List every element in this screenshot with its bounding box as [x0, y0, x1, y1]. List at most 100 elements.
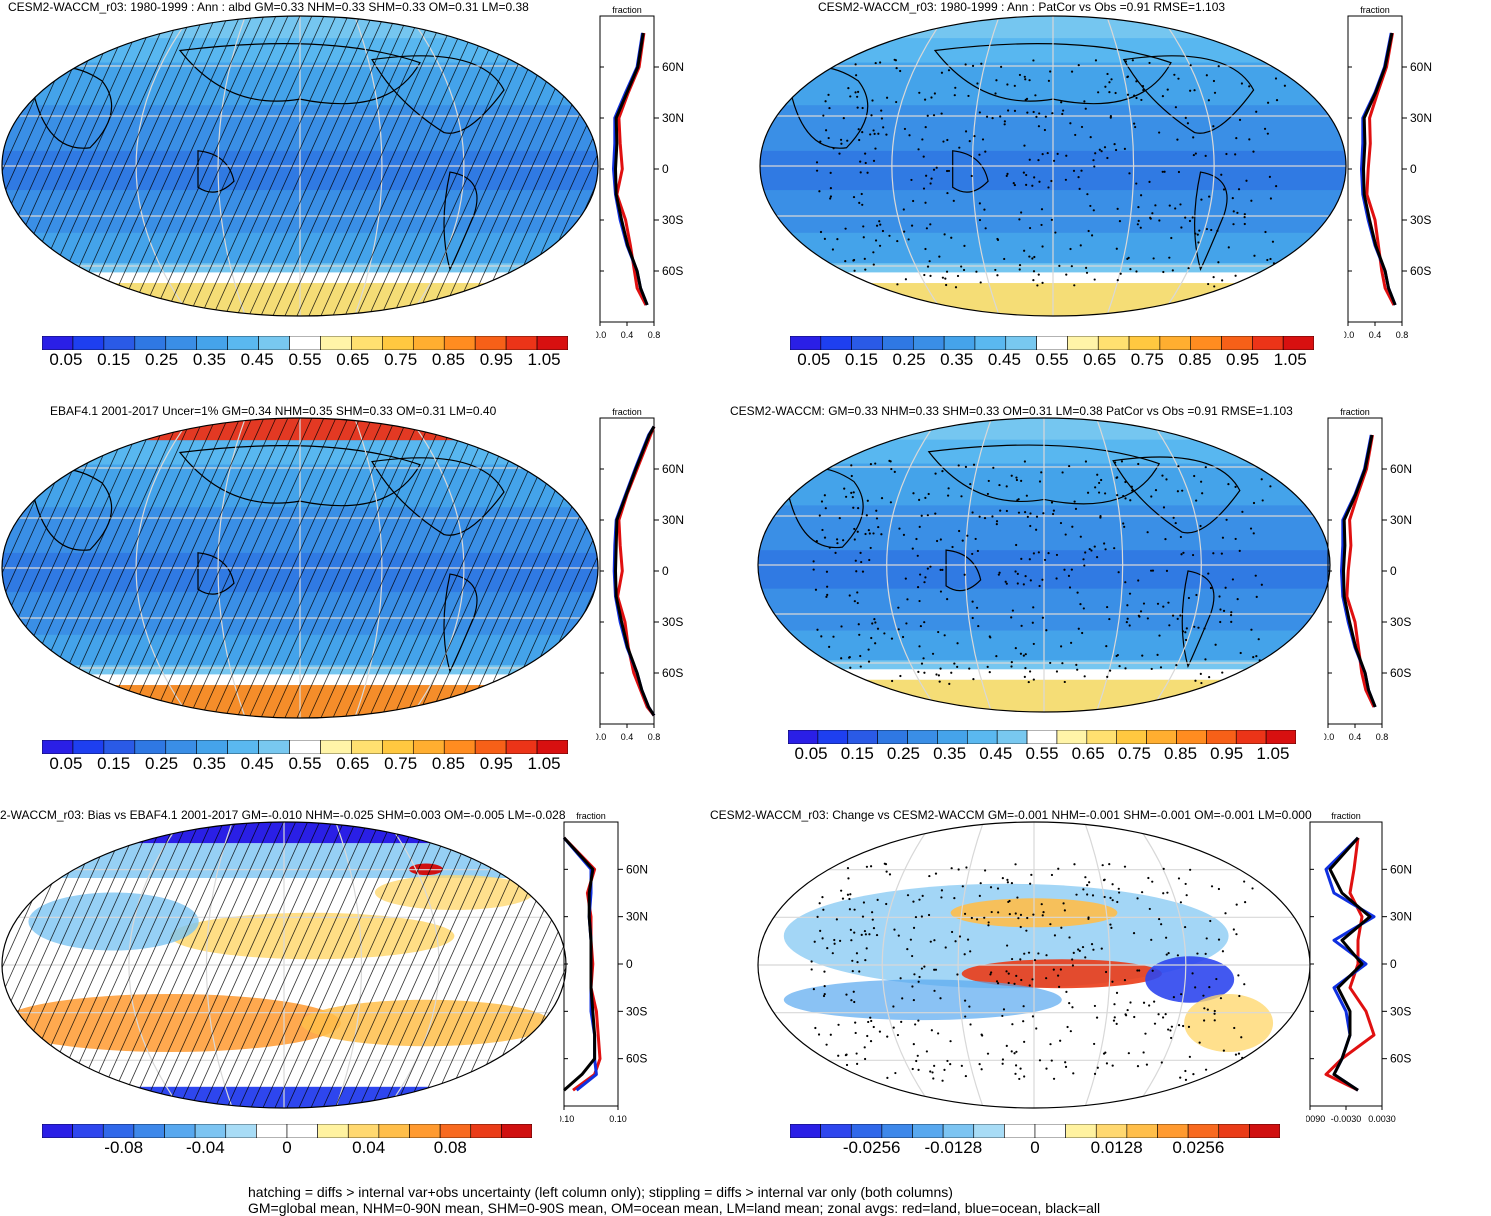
zonal-lat-label: 30N [662, 111, 684, 125]
colorbar-swatch [877, 730, 908, 744]
zonal-xlabel: fraction [612, 407, 642, 417]
colorbar-label: 0.45 [987, 350, 1021, 369]
colorbar-swatch [937, 730, 968, 744]
colorbar-label: 0.45 [240, 350, 274, 369]
colorbar-swatch [258, 336, 290, 350]
colorbar-swatch [165, 336, 198, 350]
colorbar-swatch [258, 740, 290, 754]
zonal-lat-label: 60S [1390, 1052, 1411, 1066]
colorbar-swatch [1095, 1124, 1128, 1138]
colorbar-label: 0.85 [1163, 744, 1198, 763]
zonal-lat-label: 60S [1390, 666, 1411, 680]
colorbar-label: 0.35 [192, 350, 226, 369]
colorbar-swatch [536, 336, 568, 350]
zonal-lat-label: 30S [662, 213, 683, 227]
colorbar-label: 0.25 [886, 744, 920, 763]
colorbar-label: 0.55 [1025, 744, 1059, 763]
zonal-lat-label: 0 [626, 957, 633, 971]
panel-title: CESM2-WACCM_r03: 1980-1999 : Ann : PatCo… [818, 0, 1226, 14]
colorbar-swatch [227, 740, 259, 754]
zonal-lat-label: 30S [626, 1004, 647, 1018]
colorbar-swatch [1005, 336, 1037, 350]
colorbar-swatch [164, 1124, 196, 1138]
colorbar-label: 0.05 [49, 754, 83, 773]
colorbar-label: 0.55 [288, 350, 322, 369]
zonal-lat-label: 0 [1410, 162, 1417, 176]
colorbar-swatch [227, 336, 259, 350]
zonal-lat-label: 60S [1410, 264, 1431, 278]
colorbar-label: 0.25 [144, 754, 179, 773]
colorbar [42, 1124, 532, 1138]
colorbar-swatch [378, 1124, 410, 1138]
colorbar-swatch [1159, 336, 1192, 350]
zonal-lat-label: 30N [1410, 111, 1432, 125]
colorbar-label: 0.25 [892, 350, 926, 369]
colorbar-swatch [256, 1124, 288, 1138]
colorbar-swatch [439, 1124, 472, 1138]
zonal-xlabel: fraction [1340, 407, 1370, 417]
colorbar-label: 0.35 [933, 744, 967, 763]
zonal-x-tick: 0.8 [648, 732, 661, 742]
colorbar-label: 0.08 [433, 1138, 467, 1157]
zonal-x-tick: 0.0030 [1368, 1114, 1396, 1124]
zonal-mean-plot: fraction 60N 30N 0 30S 60S 0.0 0.4 0.8 [596, 407, 684, 742]
colorbar-label: 0.75 [384, 754, 418, 773]
colorbar-swatch [102, 1124, 135, 1138]
colorbar-swatch [1116, 730, 1147, 744]
zonal-x-tick: 0.4 [1349, 732, 1362, 742]
zonal-x-tick: 0.0 [1324, 732, 1334, 742]
colorbar-swatch [1252, 336, 1284, 350]
zonal-x-tick: 0.0 [596, 732, 606, 742]
zonal-line-all [562, 836, 597, 1092]
panel-title: CESM2-WACCM_r03: 1980-1999 : Ann : albd … [8, 0, 529, 14]
zonal-lat-label: 30S [1410, 213, 1431, 227]
colorbar-swatch [72, 740, 105, 754]
zonal-x-tick: 0.10 [609, 1114, 627, 1124]
colorbar-label: 0.65 [1083, 350, 1117, 369]
panel-title: CESM2-WACCM_r03: Change vs CESM2-WACCM G… [710, 808, 1312, 822]
panel-title: 2-WACCM_r03: Bias vs EBAF4.1 2001-2017 G… [0, 808, 566, 822]
colorbar-swatch [501, 1124, 532, 1138]
colorbar-swatch [72, 1124, 104, 1138]
zonal-mean-plot: fraction 60N 30N 0 30S 60S 0.0 0.4 0.8 [1344, 5, 1432, 340]
colorbar-swatch [1036, 336, 1068, 350]
colorbar-swatch [847, 730, 878, 744]
colorbar-swatch [1126, 1124, 1158, 1138]
colorbar-label: 0.15 [844, 350, 878, 369]
colorbar [42, 336, 568, 350]
colorbar-label: 0.05 [797, 350, 831, 369]
colorbar-swatch [1034, 1124, 1066, 1138]
map-panel [759, 15, 1347, 317]
colorbar-swatch [42, 1124, 73, 1138]
zonal-lat-label: 30N [1390, 910, 1412, 924]
colorbar-label: 0.95 [479, 350, 513, 369]
colorbar-swatch [1146, 730, 1177, 744]
zonal-xlabel: fraction [1331, 811, 1361, 821]
colorbar-swatch [134, 740, 167, 754]
colorbar-label: 0.45 [979, 744, 1013, 763]
colorbar-label: 0.55 [1035, 350, 1069, 369]
zonal-xlabel: fraction [576, 811, 606, 821]
colorbar-swatch [790, 336, 822, 350]
map-panel [757, 417, 1331, 713]
zonal-lat-label: 60N [1390, 462, 1412, 476]
zonal-lat-label: 0 [662, 564, 669, 578]
zonal-mean-plot: fraction 60N 30N 0 30S 60S -0.10 0.10 [560, 811, 648, 1124]
colorbar-swatch [320, 740, 352, 754]
zonal-line-all [1328, 836, 1372, 1092]
colorbar-label: 0.15 [97, 754, 131, 773]
zonal-lat-label: 60S [662, 264, 683, 278]
zonal-x-tick: 0.0 [596, 330, 606, 340]
colorbar-label: 0.75 [384, 350, 418, 369]
zonal-line-ocean [1360, 32, 1397, 306]
colorbar-swatch [1176, 730, 1207, 744]
zonal-lat-label: 60N [1390, 862, 1412, 876]
colorbar-swatch [1026, 730, 1058, 744]
colorbar-swatch [974, 336, 1007, 350]
colorbar-label: 0.65 [336, 350, 370, 369]
zonal-line-all [1342, 434, 1377, 708]
colorbar-swatch [196, 336, 228, 350]
colorbar-label: 0.0256 [1172, 1138, 1225, 1157]
zonal-x-tick: 0.4 [621, 732, 634, 742]
zonal-mean-plot: fraction 60N 30N 0 30S 60S 0.0 0.4 0.8 [1324, 407, 1412, 742]
